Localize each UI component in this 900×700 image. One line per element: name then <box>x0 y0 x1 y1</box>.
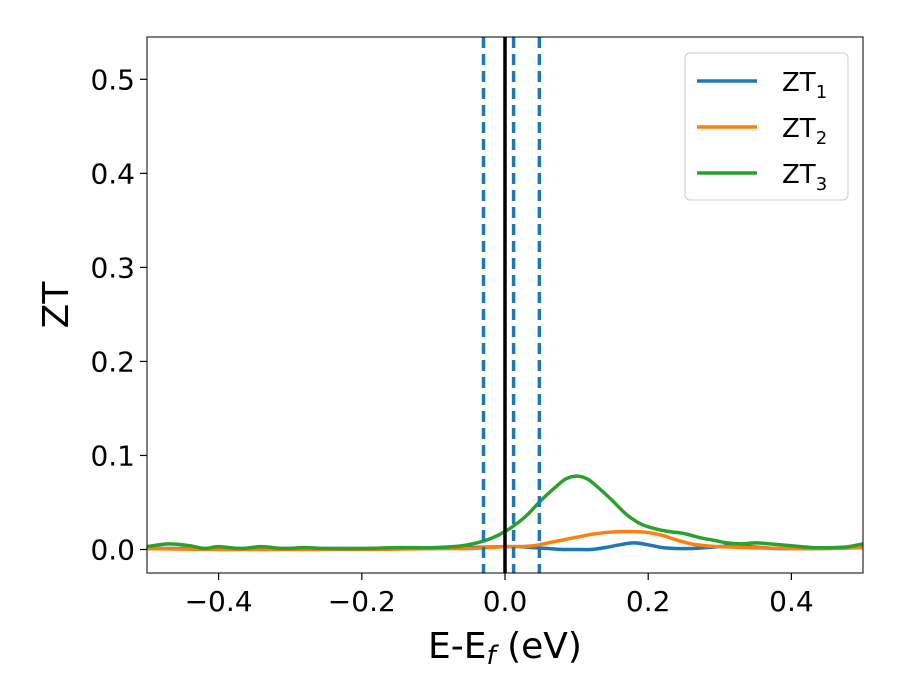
y-tick-label: 0.3 <box>90 251 135 284</box>
legend-label-zt2: ZT2 <box>782 114 827 149</box>
y-tick-label: 0.2 <box>90 345 135 378</box>
x-axis-label: E-Ef (eV) <box>428 626 582 671</box>
y-tick-label: 0.0 <box>90 533 135 566</box>
x-tick-label: −0.4 <box>185 585 253 618</box>
y-tick-label: 0.4 <box>90 157 135 190</box>
x-tick-label: 0.0 <box>483 585 528 618</box>
x-axis-ticks: −0.4 −0.2 0.0 0.2 0.4 <box>185 573 814 618</box>
legend-label-zt3: ZT3 <box>782 160 827 195</box>
y-tick-label: 0.1 <box>90 439 135 472</box>
x-axis-label-suffix: (eV) <box>496 626 582 667</box>
y-tick-label: 0.5 <box>90 63 135 96</box>
x-axis-label-main: E-E <box>428 626 486 667</box>
series-line-zt3 <box>147 474 863 551</box>
legend-box <box>684 52 849 201</box>
x-tick-label: −0.2 <box>328 585 396 618</box>
legend-label-zt1: ZT1 <box>782 68 827 103</box>
x-tick-label: 0.4 <box>769 585 814 618</box>
y-axis-ticks: 0.0 0.1 0.2 0.3 0.4 0.5 <box>90 63 147 566</box>
plot-area <box>147 37 863 573</box>
legend: ZT1 ZT2 ZT3 <box>684 52 849 201</box>
y-axis-label: ZT <box>36 281 77 329</box>
x-tick-label: 0.2 <box>626 585 671 618</box>
